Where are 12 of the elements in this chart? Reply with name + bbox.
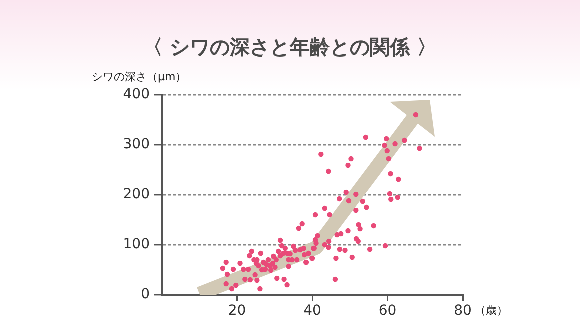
y-axis-title: シワの深さ（μm）	[92, 70, 187, 84]
y-tick-label: 100	[123, 236, 150, 253]
chart-title: 〈 シワの深さと年齢との関係 〉	[142, 34, 438, 61]
x-tick-label: 20	[228, 303, 246, 320]
y-tick-label: 300	[123, 136, 150, 153]
y-tick-label: 0	[141, 286, 150, 303]
x-tick-label: 40	[304, 303, 322, 320]
x-axis-title: （歳）	[475, 304, 508, 317]
y-tick-label: 200	[123, 186, 150, 203]
x-tick-label: 60	[378, 303, 397, 320]
x-tick-label: 80	[454, 303, 472, 320]
y-tick-label: 400	[123, 86, 150, 103]
